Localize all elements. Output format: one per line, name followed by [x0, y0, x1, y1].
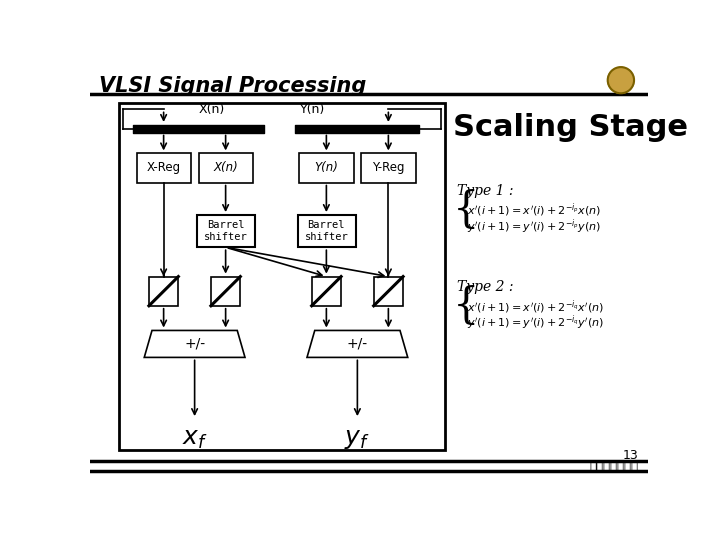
Text: Barrel
shifter: Barrel shifter [204, 220, 248, 242]
Bar [374, 276, 403, 306]
Text: +/-: +/- [347, 337, 368, 351]
Text: X-Reg: X-Reg [147, 161, 181, 174]
Text: 13: 13 [623, 449, 639, 462]
Bar [361, 153, 415, 183]
Text: $y_f$: $y_f$ [344, 427, 370, 451]
Text: $x'(i+1) = x'(i) + 2^{-i_q} x'(n)$: $x'(i+1) = x'(i) + 2^{-i_q} x'(n)$ [467, 298, 604, 316]
Text: Scaling Stage: Scaling Stage [453, 112, 688, 141]
Text: $x_f$: $x_f$ [181, 427, 207, 451]
Text: $y'(i+1) = y'(i) + 2^{-i_p} y(n)$: $y'(i+1) = y'(i) + 2^{-i_p} y(n)$ [467, 217, 600, 236]
Text: VLSI Signal Processing: VLSI Signal Processing [99, 76, 366, 96]
Bar [199, 153, 253, 183]
Bar [211, 276, 240, 306]
Bar [312, 276, 341, 306]
Bar [197, 215, 255, 247]
Text: Y(n): Y(n) [300, 103, 325, 116]
Text: Y-Reg: Y-Reg [372, 161, 405, 174]
Polygon shape [144, 330, 245, 357]
Bar [297, 215, 356, 247]
Bar [137, 153, 191, 183]
Text: X(n): X(n) [213, 161, 238, 174]
Text: {: { [453, 188, 480, 231]
Text: Type 2 :: Type 2 : [456, 280, 513, 294]
Text: Barrel
shifter: Barrel shifter [305, 220, 348, 242]
Bar [300, 153, 354, 183]
Polygon shape [307, 330, 408, 357]
Bar [149, 276, 179, 306]
Text: Type 1 :: Type 1 : [456, 184, 513, 198]
Text: +/-: +/- [184, 337, 205, 351]
Text: {: { [453, 285, 480, 327]
Bar [120, 103, 445, 450]
Text: $y'(i+1) = y'(i) + 2^{-i_q} y'(n)$: $y'(i+1) = y'(i) + 2^{-i_q} y'(n)$ [467, 314, 604, 332]
Text: Y(n): Y(n) [315, 161, 338, 174]
Circle shape [608, 67, 634, 93]
Text: $x'(i+1) = x'(i) + 2^{-i_p} x(n)$: $x'(i+1) = x'(i) + 2^{-i_p} x(n)$ [467, 202, 600, 219]
Text: X(n): X(n) [199, 103, 225, 116]
Text: 台大電機吴安宇: 台大電機吴安宇 [590, 460, 639, 472]
